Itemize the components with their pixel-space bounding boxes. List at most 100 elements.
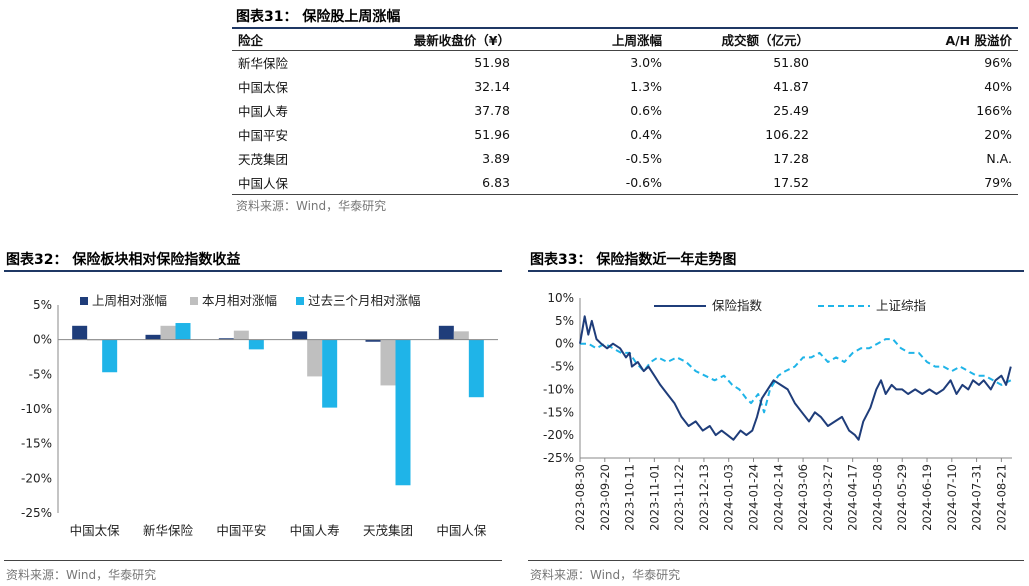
y-tick-label: -20% xyxy=(21,471,52,485)
bar xyxy=(218,338,234,340)
x-tick-label: 2023-09-20 xyxy=(598,464,612,531)
chart33-source: 资料来源：Wind，华泰研究 xyxy=(530,568,681,582)
y-tick-label: -25% xyxy=(543,451,574,465)
table-top-rule xyxy=(232,27,1018,29)
bar xyxy=(175,323,191,340)
table-row: 中国平安 51.96 0.4% 106.22 20% xyxy=(232,122,1018,146)
x-tick-label: 2024-05-29 xyxy=(895,464,909,531)
x-tick-label: 2024-03-27 xyxy=(821,464,835,531)
header-close-price: 最新收盘价（¥） xyxy=(413,33,510,48)
cell-company: 中国人寿 xyxy=(238,103,289,119)
table-source: 资料来源：Wind，华泰研究 xyxy=(236,199,387,213)
x-tick-label: 2024-04-17 xyxy=(846,464,860,531)
y-tick-label: -20% xyxy=(543,428,574,442)
cell-ah-premium: 96% xyxy=(984,54,1012,70)
legend-swatch xyxy=(80,297,88,305)
category-label: 新华保险 xyxy=(143,523,194,538)
x-tick-label: 2023-10-11 xyxy=(623,464,637,531)
cell-company: 中国人保 xyxy=(238,175,289,191)
header-ah-premium: A/H 股溢价 xyxy=(945,33,1012,48)
bar xyxy=(307,339,323,377)
table-row: 天茂集团 3.89 -0.5% 17.28 N.A. xyxy=(232,146,1018,170)
bar xyxy=(468,339,484,398)
chart32-top-rule xyxy=(4,270,502,272)
x-tick-label: 2024-01-24 xyxy=(747,464,761,531)
y-tick-label: 5% xyxy=(555,314,574,328)
bar xyxy=(292,331,308,340)
chart33-bottom-rule xyxy=(528,560,1024,561)
cell-weekly-change: 3.0% xyxy=(630,54,662,70)
y-tick-label: -5% xyxy=(29,367,52,381)
cell-close-price: 51.98 xyxy=(474,54,510,70)
cell-company: 天茂集团 xyxy=(238,151,289,167)
cell-weekly-change: -0.6% xyxy=(625,174,662,190)
x-tick-label: 2024-07-10 xyxy=(945,464,959,531)
cell-turnover: 41.87 xyxy=(773,78,809,94)
bar xyxy=(438,325,454,340)
legend-swatch xyxy=(296,297,304,305)
bar xyxy=(395,339,411,486)
y-tick-label: -10% xyxy=(543,382,574,396)
table-row: 新华保险 51.98 3.0% 51.80 96% xyxy=(232,50,1018,74)
stock-table: 险企 最新收盘价（¥） 上周涨幅 成交额（亿元） A/H 股溢价 新华保险 51… xyxy=(232,29,1018,194)
cell-ah-premium: N.A. xyxy=(986,150,1012,166)
bar xyxy=(102,339,118,373)
table-header-row: 险企 最新收盘价（¥） 上周涨幅 成交额（亿元） A/H 股溢价 xyxy=(232,29,1018,50)
header-turnover: 成交额（亿元） xyxy=(721,33,809,48)
cell-ah-premium: 79% xyxy=(984,174,1012,190)
category-label: 中国平安 xyxy=(216,523,266,538)
bar xyxy=(160,325,176,340)
cell-weekly-change: 1.3% xyxy=(630,78,662,94)
chart33-top-rule xyxy=(528,270,1024,272)
header-weekly-change: 上周涨幅 xyxy=(611,33,662,48)
cell-ah-premium: 20% xyxy=(984,126,1012,142)
y-tick-label: -5% xyxy=(551,360,574,374)
y-tick-label: -25% xyxy=(21,506,52,520)
x-tick-label: 2023-08-30 xyxy=(573,464,587,531)
y-tick-label: 0% xyxy=(555,337,574,351)
bar xyxy=(380,339,396,386)
bar xyxy=(233,330,249,340)
x-tick-label: 2024-08-21 xyxy=(994,464,1008,531)
cell-close-price: 6.83 xyxy=(482,174,510,190)
x-tick-label: 2024-02-14 xyxy=(771,464,785,531)
cell-ah-premium: 40% xyxy=(984,78,1012,94)
x-tick-label: 2023-11-01 xyxy=(647,464,661,531)
y-tick-label: -15% xyxy=(21,437,52,451)
y-tick-label: 10% xyxy=(547,291,574,305)
cell-company: 中国太保 xyxy=(238,79,289,95)
table-bottom-rule xyxy=(232,194,1018,195)
category-label: 中国太保 xyxy=(70,523,121,538)
chart32-source: 资料来源：Wind，华泰研究 xyxy=(6,568,157,582)
cell-close-price: 51.96 xyxy=(474,126,510,142)
y-tick-label: 0% xyxy=(33,333,52,347)
chart32-bottom-rule xyxy=(4,560,502,561)
legend-swatch xyxy=(190,297,198,305)
x-tick-label: 2023-11-22 xyxy=(672,464,686,531)
cell-weekly-change: 0.4% xyxy=(630,126,662,142)
cell-turnover: 17.52 xyxy=(773,174,809,190)
y-tick-label: -15% xyxy=(543,405,574,419)
cell-turnover: 106.22 xyxy=(765,126,809,142)
chart32-title: 图表32： 保险板块相对保险指数收益 xyxy=(6,252,241,268)
cell-turnover: 51.80 xyxy=(773,54,809,70)
header-company: 险企 xyxy=(238,33,264,48)
chart33-title: 图表33： 保险指数近一年走势图 xyxy=(530,252,737,268)
y-tick-label: 5% xyxy=(33,298,52,312)
legend-label: 本月相对涨幅 xyxy=(202,293,277,308)
bar xyxy=(453,331,469,340)
cell-company: 中国平安 xyxy=(238,127,289,143)
cell-company: 新华保险 xyxy=(238,55,289,71)
x-tick-label: 2024-05-08 xyxy=(870,464,884,531)
x-tick-label: 2023-12-13 xyxy=(697,464,711,531)
cell-close-price: 37.78 xyxy=(474,102,510,118)
cell-close-price: 32.14 xyxy=(474,78,510,94)
legend-label: 上证综指 xyxy=(876,298,926,313)
chart32-bar-chart: 5% 0% -5% -10% -15% -20% -25% 中国太保 新华保险 中国平安 中国人寿 天… xyxy=(21,293,498,538)
chart33-line-chart: 10% 5% 0% -5% -10% -15% -20% -25%2023-08-30 2023… xyxy=(543,291,1012,531)
table-title: 图表31： 保险股上周涨幅 xyxy=(236,9,401,25)
cell-turnover: 17.28 xyxy=(773,150,809,166)
cell-ah-premium: 166% xyxy=(976,102,1012,118)
category-label: 中国人保 xyxy=(436,523,487,538)
x-tick-label: 2024-03-06 xyxy=(796,464,810,531)
